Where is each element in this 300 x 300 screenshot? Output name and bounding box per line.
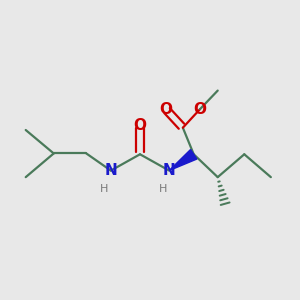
Text: O: O [194, 102, 206, 117]
Text: O: O [159, 102, 172, 117]
Text: H: H [100, 184, 109, 194]
Text: O: O [134, 118, 146, 133]
Text: H: H [158, 184, 167, 194]
Polygon shape [169, 149, 197, 171]
Text: N: N [104, 163, 117, 178]
Text: N: N [163, 163, 175, 178]
